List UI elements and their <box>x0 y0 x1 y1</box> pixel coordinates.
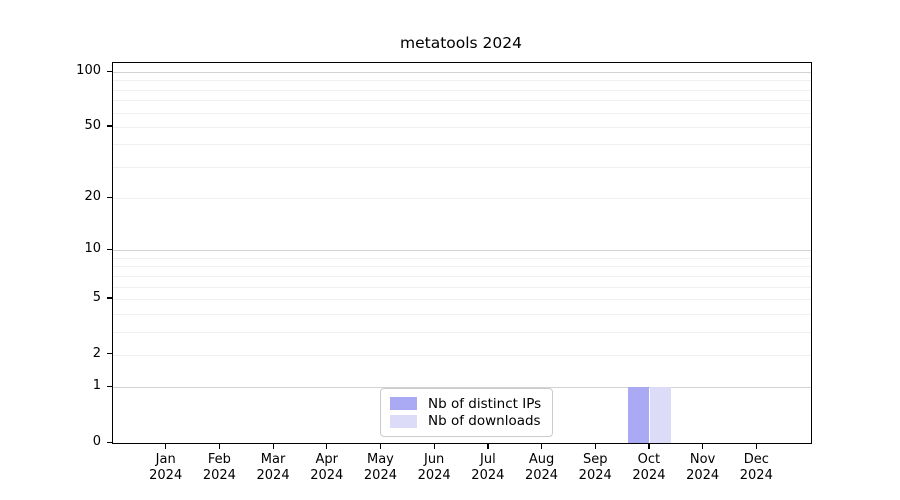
y-gridline-minor <box>113 257 811 259</box>
x-tick-label: Jan 2024 <box>149 452 183 483</box>
y-gridline-major <box>113 387 811 389</box>
x-tick-mark <box>433 444 435 449</box>
y-gridline-minor <box>113 80 811 82</box>
x-tick-mark <box>272 444 274 449</box>
x-tick-mark <box>594 444 596 449</box>
x-tick-label: Jul 2024 <box>471 452 505 483</box>
y-tick-label: 1 <box>92 378 101 394</box>
y-tick-label: 100 <box>76 63 101 79</box>
x-tick-mark <box>755 444 757 449</box>
y-gridline-minor <box>113 331 811 333</box>
legend-swatch <box>390 414 417 428</box>
chart-title: metatools 2024 <box>399 34 522 52</box>
x-tick-mark <box>326 444 328 449</box>
x-tick-label: May 2024 <box>363 452 397 483</box>
plot-area: Nb of distinct IPs Nb of downloads <box>112 62 812 444</box>
x-tick-mark <box>648 444 650 449</box>
y-tick-mark <box>107 125 112 127</box>
y-tick-label: 0 <box>92 434 101 449</box>
y-tick-label: 50 <box>84 117 101 133</box>
y-gridline-minor <box>113 313 811 315</box>
x-tick-label: Apr 2024 <box>310 452 344 483</box>
y-gridline-minor <box>113 275 811 277</box>
y-gridline-minor <box>113 298 811 300</box>
legend-swatch <box>390 397 417 411</box>
x-tick-label: Nov 2024 <box>686 452 720 483</box>
y-tick-label: 20 <box>84 189 101 205</box>
y-gridline-minor <box>113 286 811 288</box>
y-gridline-minor <box>113 166 811 168</box>
y-gridline-minor <box>113 89 811 91</box>
legend-entry: Nb of distinct IPs <box>390 395 544 412</box>
x-tick-label: Sep 2024 <box>578 452 612 483</box>
y-gridline-major <box>113 250 811 252</box>
x-tick-label: Mar 2024 <box>256 452 290 483</box>
x-tick-label: Aug 2024 <box>524 452 559 483</box>
y-gridline-minor <box>113 126 811 128</box>
y-gridline-minor <box>113 100 811 102</box>
y-tick-label: 10 <box>84 241 101 257</box>
y-tick-mark <box>107 385 112 387</box>
legend: Nb of distinct IPs Nb of downloads <box>380 388 553 437</box>
y-tick-mark <box>107 297 112 299</box>
y-gridline-minor <box>113 144 811 146</box>
x-tick-mark <box>541 444 543 449</box>
y-gridline-major <box>113 72 811 74</box>
y-gridline-minor <box>113 112 811 114</box>
x-tick-label: Oct 2024 <box>632 452 666 483</box>
legend-entry: Nb of downloads <box>390 413 544 430</box>
legend-label: Nb of distinct IPs <box>428 395 542 412</box>
x-tick-label: Feb 2024 <box>202 452 236 483</box>
y-tick-mark <box>107 353 112 355</box>
x-tick-label: Dec 2024 <box>739 452 773 483</box>
y-tick-label: 2 <box>92 345 101 361</box>
y-tick-label: 5 <box>92 289 101 305</box>
y-tick-mark <box>107 70 112 72</box>
legend-label: Nb of downloads <box>428 413 541 430</box>
x-tick-mark <box>487 444 489 449</box>
y-tick-mark <box>107 441 112 443</box>
y-gridline-minor <box>113 354 811 356</box>
x-tick-label: Jun 2024 <box>417 452 451 483</box>
y-gridline-minor <box>113 198 811 200</box>
y-tick-mark <box>107 196 112 198</box>
x-tick-mark <box>379 444 382 449</box>
y-tick-mark <box>107 248 112 250</box>
x-tick-mark <box>165 444 167 449</box>
x-tick-mark <box>218 444 221 449</box>
bar-nb-of-downloads <box>650 387 672 443</box>
y-gridline-minor <box>113 266 811 268</box>
bar-nb-of-distinct-ips <box>628 387 650 443</box>
x-tick-mark <box>702 444 704 449</box>
